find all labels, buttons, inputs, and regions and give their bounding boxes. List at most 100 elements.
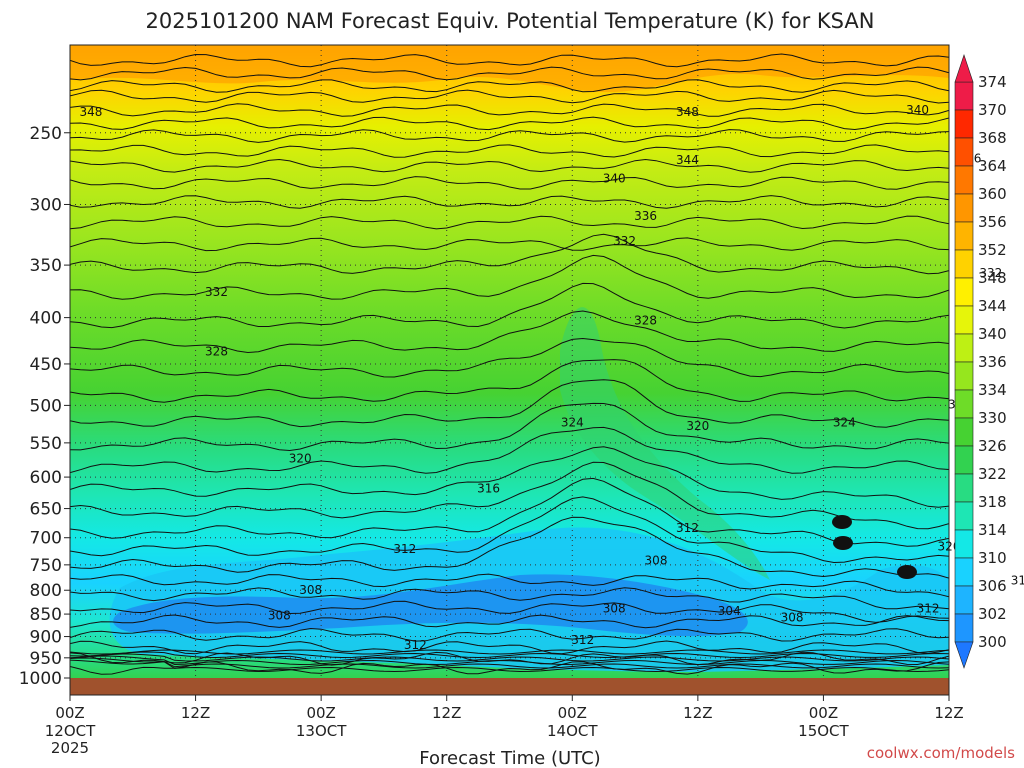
colorbar-label: 302 [978, 605, 1007, 623]
contour-line [70, 237, 949, 252]
colorbar-swatch [954, 305, 974, 335]
contour-label: 348 [79, 105, 102, 119]
contour-label: 332 [979, 266, 1002, 280]
contour-line [70, 89, 949, 104]
contour-line [70, 627, 949, 642]
colorbar-label: 356 [978, 213, 1007, 231]
plot-frame [69, 44, 950, 696]
y-tick-label: 350 [30, 256, 62, 276]
x-tick-date: 12OCT [45, 722, 96, 740]
x-tick-time: 12Z [683, 704, 712, 722]
contour-blob [833, 536, 853, 550]
contour-label: 312 [571, 633, 594, 647]
colorbar-swatch [954, 221, 974, 251]
contour-label: 332 [205, 285, 228, 299]
contour-line [70, 103, 949, 117]
contour-labels: 3483483403443363403363323323323283283283… [79, 103, 1024, 652]
contour-label: 340 [603, 172, 626, 186]
colorbar-label: 306 [978, 577, 1007, 595]
contour-line [70, 129, 949, 143]
contour-line [70, 66, 949, 81]
y-tick-label: 600 [30, 468, 62, 488]
x-tick-time: 00Z [809, 704, 838, 722]
x-tick-year: 2025 [51, 739, 89, 757]
contour-label: 308 [299, 583, 322, 597]
dry-core-region [113, 574, 748, 637]
colorbar-label: 360 [978, 185, 1007, 203]
contour-line [70, 587, 949, 610]
y-tick-label: 500 [30, 396, 62, 416]
contour-line [70, 379, 949, 428]
contour-line [70, 144, 949, 158]
contour-line [70, 53, 949, 68]
contour-blob [897, 565, 917, 579]
contour-line [70, 477, 949, 547]
contour-label: 308 [781, 610, 804, 624]
contour-label: 332 [613, 234, 636, 248]
contour-line [70, 657, 949, 669]
contour-label: 336 [634, 209, 657, 223]
contour-line [70, 651, 949, 666]
credit-text: coolwx.com/models [867, 744, 1015, 762]
y-tick-label: 850 [30, 605, 62, 625]
y-tick-label: 300 [30, 195, 62, 215]
colorbar-swatch [954, 249, 974, 279]
x-tick-time: 00Z [55, 704, 84, 722]
y-tick-label: 900 [30, 628, 62, 648]
y-tick-label: 450 [30, 355, 62, 375]
x-axis-label: Forecast Time (UTC) [419, 748, 600, 768]
colorbar-label: 348 [978, 269, 1007, 287]
y-tick-label: 1000 [19, 669, 62, 689]
colorbar-label: 368 [978, 129, 1007, 147]
colorbar-swatch [954, 165, 974, 195]
contour-line [70, 310, 949, 354]
y-tick-label: 650 [30, 500, 62, 520]
ground-surface [70, 678, 949, 695]
contour-line [70, 496, 949, 564]
contour-label: 308 [603, 601, 626, 615]
contour-line [70, 233, 949, 275]
colorbar-label: 314 [978, 521, 1007, 539]
contour-line [70, 614, 949, 629]
colorbar-label: 344 [978, 297, 1007, 315]
colorbar-swatch [954, 137, 974, 167]
plot-area: 3483483403443363403363323323323283283283… [69, 44, 1024, 696]
contour-label: 312 [676, 521, 699, 535]
contour-label: 324 [833, 415, 856, 429]
contour-label: 348 [676, 105, 699, 119]
colorbar-swatch [954, 193, 974, 223]
contour-line [70, 195, 949, 209]
colorbar-top-arrow [954, 54, 974, 83]
colorbar-swatch [954, 361, 974, 391]
x-tick-date: 15OCT [798, 722, 849, 740]
contour-label: 312 [404, 638, 427, 652]
contour-label: 344 [676, 153, 699, 167]
contour-label: 328 [634, 314, 657, 328]
contour-line [70, 653, 949, 662]
colorbar: 374 370 368 364 360 356 352 348 344 340 336 334 330 3… [954, 54, 1007, 669]
contour-label: 328 [205, 345, 228, 359]
colorbar-swatch [954, 109, 974, 139]
contour-label: 320 [686, 419, 709, 433]
colorbar-swatch [954, 417, 974, 447]
colorbar-bottom-arrow [954, 641, 974, 669]
contour-line [70, 402, 949, 452]
y-tick-label: 250 [30, 124, 62, 144]
y-tick-label: 400 [30, 309, 62, 329]
moist-tongue-region [560, 307, 770, 580]
contour-line [70, 659, 949, 673]
x-tick-time: 12Z [934, 704, 963, 722]
colorbar-label: 300 [978, 633, 1007, 651]
colorbar-label: 352 [978, 241, 1007, 259]
contour-label: 320 [289, 451, 312, 465]
contour-line [70, 337, 949, 378]
colorbar-label: 336 [978, 353, 1007, 371]
contour-line [70, 649, 949, 655]
colorbar-swatch [954, 277, 974, 307]
contour-label: 316 [1011, 573, 1024, 587]
colorbar-swatch [954, 557, 974, 587]
contour-line [70, 359, 949, 403]
x-tick-time: 00Z [558, 704, 587, 722]
